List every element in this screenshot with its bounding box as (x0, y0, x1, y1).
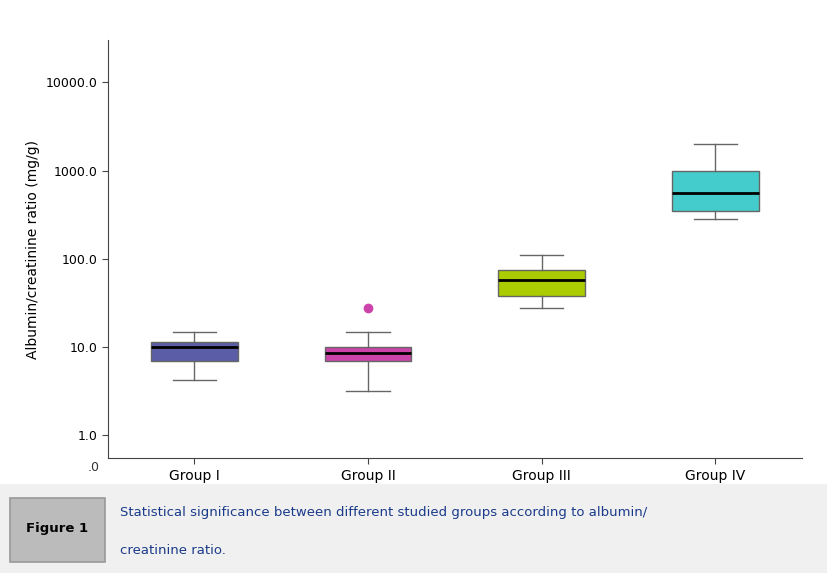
PathPatch shape (324, 347, 412, 361)
Text: Figure 1: Figure 1 (26, 522, 88, 535)
PathPatch shape (672, 171, 759, 211)
PathPatch shape (151, 342, 238, 361)
FancyBboxPatch shape (10, 499, 105, 562)
Text: creatinine ratio.: creatinine ratio. (120, 544, 226, 558)
Y-axis label: Albumin/creatinine ratio (mg/g): Albumin/creatinine ratio (mg/g) (26, 140, 40, 359)
PathPatch shape (498, 270, 585, 296)
Text: Statistical significance between different studied groups according to albumin/: Statistical significance between differe… (120, 506, 648, 519)
Text: .0: .0 (87, 461, 99, 474)
